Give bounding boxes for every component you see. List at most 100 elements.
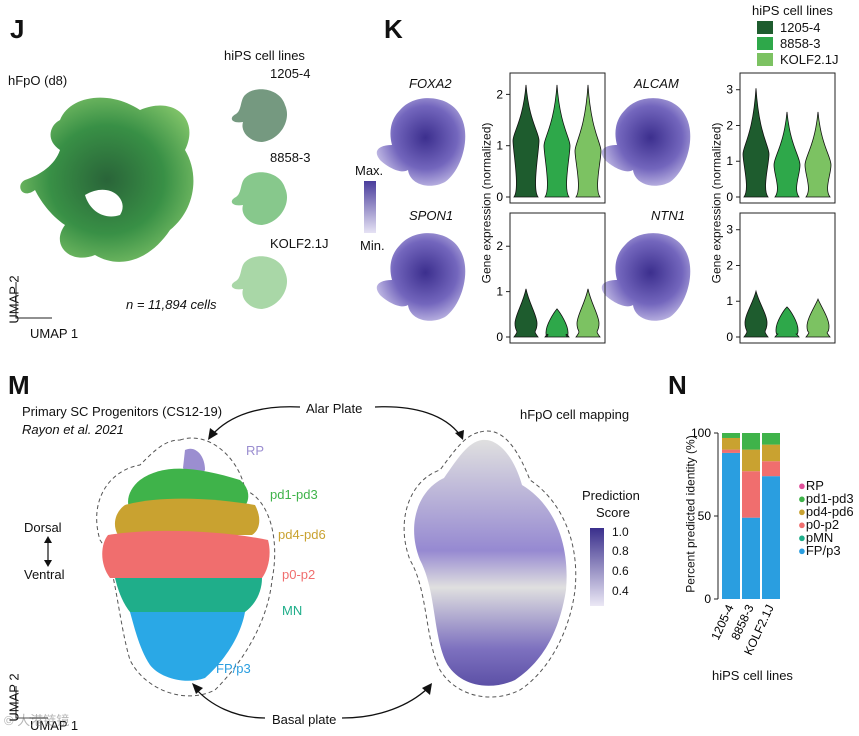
bar-segment-p0-p2 [722,449,740,453]
n-legend-pd4-pd6: ●pd4-pd6 [798,504,854,519]
panel-letter-k: K [384,14,403,44]
k-ylabel-left: Gene expression (normalized) [479,122,494,284]
domain-label-mn: MN [282,603,303,618]
dorsal-label: Dorsal [24,520,62,535]
basal-arrowhead-left [192,683,203,694]
domain-label-pd4-pd6: pd4-pd6 [278,527,326,542]
n-y-tick-label: 50 [698,509,712,523]
j-umap-main [20,97,194,262]
dorsal-arrowhead [44,536,52,543]
basal-arrow-right [341,687,429,719]
n-legend-p0-p2: ●p0-p2 [798,517,840,532]
alar-arrow-right [374,406,461,436]
domain-label-rp: RP [246,443,265,458]
cell-count: n = 11,894 cells [126,297,217,312]
bar-segment-FP/p3 [722,452,740,599]
k-legend-swatch-8858 [757,37,773,50]
violin-panel-alcam: 0 1 2 3 [726,72,836,204]
bar-segment-FP/p3 [742,517,760,599]
basal-plate-label: Basal plate [272,712,337,727]
n-ylabel: Percent predicted identity (%) [683,435,698,593]
score-title-2: Score [596,505,630,520]
m-citation: Rayon et al. 2021 [22,422,124,437]
n-legend-pd1-pd3: ●pd1-pd3 [798,491,854,506]
bar-segment-p0-p2 [742,471,760,518]
m-left-outline [96,437,276,697]
domain-label-fp-p3: FP/p3 [216,661,251,676]
j-umap-kolf [231,256,288,309]
violin-1205-4 [743,289,769,338]
j-line-label-1: 1205-4 [270,66,311,81]
ventral-arrowhead [44,560,52,567]
j-umap-8858 [231,172,288,225]
k-umap-alcam [601,98,691,186]
violin-frame [509,72,606,204]
prediction-score-bar [590,528,604,606]
m-region-rp [183,448,205,476]
violin-8858-3 [774,306,800,338]
violin-KOLF2.1J [574,84,602,198]
domain-label-pd1-pd3: pd1-pd3 [270,487,318,502]
j-umap-axes [15,282,52,319]
m-region-fp-p3 [130,612,245,681]
alar-arrowhead-right [455,430,464,440]
k-legend-swatch-kolf [757,53,773,66]
y-tick-label: 0 [496,190,503,204]
j-axis-x-label: UMAP 1 [30,326,79,341]
scale-min-label: Min. [360,238,385,253]
violin-frame [739,212,836,344]
y-tick-label: 1 [496,285,503,299]
m-region-mn [115,578,262,612]
j-umap-1205 [231,89,288,142]
k-legend-swatch-1205 [757,21,773,34]
bar-segment-pd4-pd6 [762,444,780,462]
score-tick-1: 1.0 [612,525,629,539]
n-y-tick-label: 100 [691,426,711,440]
y-tick-label: 1 [726,154,733,168]
y-tick-label: 0 [726,330,733,344]
m-right-outline [403,430,577,698]
m-region-pd4-pd6 [114,498,260,535]
dataset-label: hFpO (d8) [8,73,68,88]
panel-letter-j: J [10,14,25,44]
n-y-tick-label: 0 [704,592,711,606]
j-line-label-2: 8858-3 [270,150,311,165]
k-umap-spon1 [376,233,466,321]
basal-arrowhead-right [422,683,432,695]
violin-1205-4 [513,288,539,338]
gene-label-ntn1: NTN1 [651,208,685,223]
violin-1205-4 [512,84,540,198]
alar-arrow-left [211,406,301,436]
violin-panel-spon1: 0 1 2 [496,212,606,344]
y-tick-label: 1 [496,139,503,153]
violin-8858-3 [544,308,570,338]
gene-label-foxa2: FOXA2 [409,76,452,91]
score-title-1: Prediction [582,488,640,503]
violin-frame [739,72,836,204]
n-legend-rp: ●RP [798,478,824,493]
k-ylabel-right: Gene expression (normalized) [709,122,724,284]
bar-segment-p0-p2 [762,461,780,477]
alar-arrowhead-left [208,428,218,440]
m-left-title: Primary SC Progenitors (CS12-19) [22,404,223,419]
y-tick-label: 1 [726,294,733,308]
k-legend-label-1205: 1205-4 [780,20,821,35]
j-legend-title: hiPS cell lines [224,48,305,63]
bar-segment-pd1-pd3 [722,433,740,438]
k-legend-label-kolf: KOLF2.1J [780,52,839,67]
m-right-map [414,439,567,686]
k-umap-ntn1 [601,233,691,321]
bar-segment-pd4-pd6 [722,437,740,450]
bar-segment-pd1-pd3 [762,433,780,445]
gene-label-spon1: SPON1 [409,208,454,223]
violin-KOLF2.1J [805,298,831,338]
panel-letter-m: M [8,370,30,400]
y-tick-label: 2 [496,239,503,253]
violin-panel-ntn1: 0 1 2 3 [726,212,836,344]
m-region-p0-p2 [102,530,270,578]
y-tick-label: 2 [726,118,733,132]
n-legend-fp-p3: ●FP/p3 [798,543,841,558]
bar-segment-FP/p3 [762,476,780,599]
